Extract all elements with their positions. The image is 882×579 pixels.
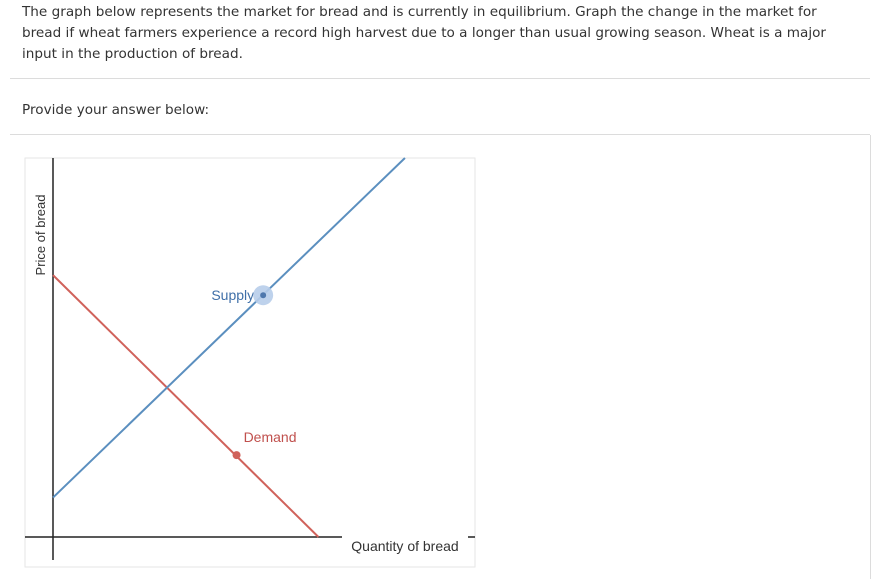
demand-curve-label: Demand xyxy=(244,429,297,445)
graph-area: Price of bread Quantity of bread Supply … xyxy=(0,135,882,579)
demand-curve[interactable] xyxy=(52,274,320,538)
market-graph[interactable]: Price of bread Quantity of bread Supply … xyxy=(0,135,882,579)
question-text: The graph below represents the market fo… xyxy=(22,4,827,62)
answer-panel: Provide your answer below: xyxy=(10,80,870,135)
question-panel: The graph below represents the market fo… xyxy=(10,0,870,79)
y-axis-label: Price of bread xyxy=(33,195,48,276)
x-axis-label-background xyxy=(342,535,468,555)
supply-curve-label: Supply xyxy=(211,287,254,303)
answer-prompt: Provide your answer below: xyxy=(22,102,210,118)
graph-frame xyxy=(24,157,476,568)
supply-curve-handle-center xyxy=(260,292,267,299)
demand-curve-handle[interactable] xyxy=(232,451,241,460)
x-axis-label: Quantity of bread xyxy=(351,538,458,554)
supply-curve[interactable] xyxy=(52,157,406,499)
panel-right-border xyxy=(870,135,871,579)
